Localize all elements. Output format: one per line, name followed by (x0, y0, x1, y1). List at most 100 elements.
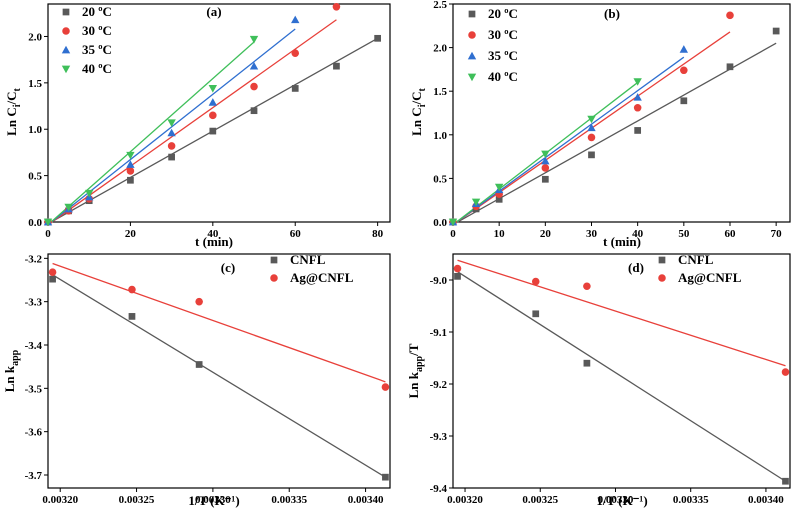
data-point-series-4 (448, 218, 458, 227)
data-point-series-1 (588, 151, 595, 159)
y-tick-label: -9.2 (430, 379, 448, 391)
data-point-series-1 (726, 63, 734, 71)
data-point-series-3 (167, 128, 176, 137)
legend-label-1: 20 ºC (82, 4, 112, 19)
x-tick-label: 20 (125, 228, 137, 240)
data-point-series-1 (49, 275, 56, 283)
x-tick-label: 40 (632, 228, 644, 240)
data-point-series-1 (128, 313, 136, 320)
x-tick-label: 70 (771, 228, 783, 240)
y-tick-label: 0.0 (433, 217, 447, 229)
legend-label-1: CNFL (678, 252, 714, 267)
data-point-series-2 (541, 164, 550, 172)
y-tick-label: -9.0 (430, 275, 448, 287)
data-point-series-1 (250, 107, 258, 115)
fit-line-2 (457, 259, 786, 367)
data-point-series-4 (587, 115, 596, 124)
plot-frame (47, 253, 391, 489)
data-point-series-1 (495, 195, 503, 203)
data-point-series-1 (634, 127, 642, 134)
data-point-series-1 (680, 97, 688, 105)
x-tick-label: 0.00325 (522, 494, 558, 506)
data-point-series-3 (587, 123, 596, 132)
x-axis-title: t (min) (603, 234, 641, 249)
legend: 20 ºC 30 ºC 35 ºC 40 ºC (467, 6, 518, 84)
y-tick-label: 1.5 (433, 86, 447, 98)
data-point-series-1 (532, 310, 540, 318)
x-axis-title: 1/T (K⁻¹) (596, 493, 647, 508)
plot-frame (47, 3, 391, 223)
panel-label: (d) (628, 260, 644, 275)
legend-marker-1 (270, 256, 278, 264)
y-tick-label: 1.0 (28, 124, 42, 136)
data-point-series-1 (583, 359, 591, 367)
data-point-series-4 (126, 151, 135, 160)
fit-line-4 (47, 41, 255, 226)
legend-marker-4 (61, 65, 71, 74)
data-point-series-2 (209, 111, 217, 120)
data-point-series-2 (633, 103, 642, 112)
legend-label-3: 35 ºC (82, 42, 112, 57)
y-tick-label: -3.5 (25, 383, 43, 395)
fit-line-3 (452, 56, 685, 226)
legend-label-4: 40 ºC (82, 61, 112, 76)
y-tick-label: -3.2 (25, 253, 43, 265)
legend-label-2: Ag@CNFL (678, 270, 742, 285)
data-point-series-3 (291, 15, 300, 24)
data-point-series-1 (291, 85, 299, 92)
data-point-series-4 (85, 189, 94, 198)
legend: CNFL Ag@CNFL (658, 252, 742, 285)
x-tick-label: 0.00340 (348, 494, 384, 506)
data-point-series-4 (494, 183, 504, 192)
panel-label: (c) (221, 260, 235, 275)
data-point-series-3 (208, 98, 218, 106)
x-tick-label: 40 (207, 228, 219, 240)
x-tick-label: 0.00320 (42, 494, 78, 506)
y-tick-label: 2.0 (28, 31, 42, 43)
legend-label-3: 35 ºC (488, 48, 518, 63)
legend-marker-2 (658, 274, 666, 282)
y-tick-label: 1.5 (28, 78, 42, 90)
legend-marker-2 (468, 31, 476, 39)
x-tick-label: 60 (724, 228, 736, 240)
fit-line-1 (457, 271, 786, 482)
data-point-series-1 (168, 153, 175, 161)
chart-panel-2: 0 10 20 30 40 50 60 70 0.0 0.5 1.0 1.5 2.0 2.5 (b) t (m… (409, 0, 791, 249)
data-point-series-2 (726, 11, 734, 20)
x-tick-label: 0.00330 (598, 494, 634, 506)
x-axis-title: t (min) (195, 234, 233, 249)
data-point-series-4 (249, 35, 259, 44)
x-tick-label: 0.00335 (271, 494, 307, 506)
chart-panel-4: 0.00320 0.00325 0.00330 0.00335 0.00340 -9.0 -… (406, 252, 791, 508)
x-tick-label: 0.00330 (195, 494, 231, 506)
y-tick-label: -9.1 (430, 327, 447, 339)
x-tick-label: 50 (678, 228, 690, 240)
y-tick-label: -3.3 (25, 297, 43, 309)
x-axis-title: 1/T (K⁻¹) (188, 493, 239, 508)
data-point-series-2 (781, 368, 790, 376)
data-point-series-1 (541, 175, 549, 183)
legend: 20 ºC 30 ºC 35 ºC 40 ºC (61, 4, 112, 76)
x-tick-label: 0.00325 (119, 494, 155, 506)
legend-marker-2 (270, 274, 278, 282)
legend-marker-4 (467, 73, 477, 82)
panel-label: (b) (604, 6, 620, 21)
y-tick-label: 0.5 (28, 171, 42, 183)
legend-label-4: 40 ºC (488, 69, 518, 84)
legend-label-2: 30 ºC (82, 23, 112, 38)
y-tick-label: 2.0 (433, 43, 447, 55)
panel-label: (a) (206, 4, 221, 19)
data-point-series-2 (587, 133, 596, 142)
data-point-series-4 (471, 198, 481, 207)
data-point-series-1 (374, 34, 381, 42)
y-axis-title: Ln kapp (2, 349, 21, 392)
data-point-series-2 (381, 383, 390, 391)
data-point-series-3 (541, 156, 550, 165)
data-point-series-1 (127, 176, 134, 184)
legend-marker-1 (658, 256, 666, 264)
legend-marker-2 (62, 27, 70, 35)
data-point-series-2 (583, 282, 591, 291)
fit-line-1 (452, 42, 777, 226)
data-point-series-2 (250, 82, 258, 91)
